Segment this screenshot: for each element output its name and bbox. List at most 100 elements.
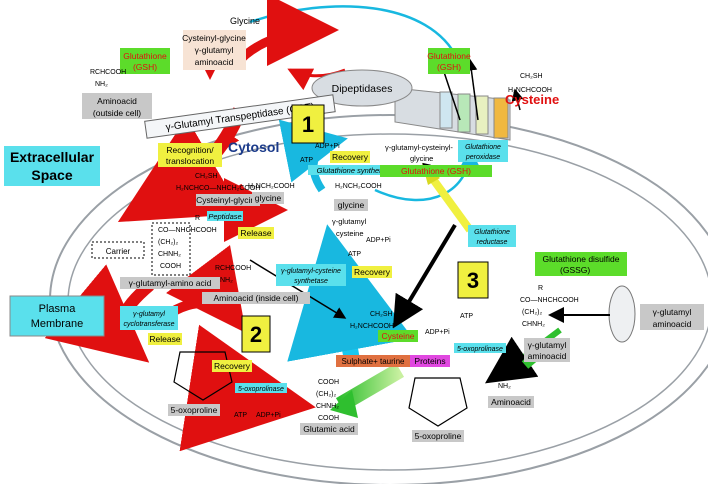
h2nchconh-1: H₂NCHCO—NHCH₂COOH bbox=[176, 185, 260, 192]
r-2: R bbox=[538, 285, 543, 292]
ggcs-2: synthetase bbox=[294, 278, 328, 285]
glycine-top-label: Glycine bbox=[230, 16, 260, 26]
glycine-box: glycine bbox=[338, 200, 365, 210]
rchcooh-tl: RCHCOOH bbox=[90, 69, 126, 76]
recovery-1: Recovery bbox=[332, 152, 369, 162]
carrier-box bbox=[91, 241, 145, 259]
recog-1: Recognition/ bbox=[166, 145, 214, 155]
atp-3: ATP bbox=[348, 251, 361, 258]
gsh-left-1: Glutathione bbox=[123, 51, 167, 61]
h2nchcooh-tr: H₂NCHCOOH bbox=[508, 87, 552, 94]
gsh-right-1: Glutathione bbox=[427, 51, 471, 61]
gsh-reductase-2: reductase bbox=[477, 239, 508, 246]
rchcooh-mid: RCHCOOH bbox=[215, 265, 251, 272]
gsh-center: Glutathione (GSH) bbox=[401, 166, 471, 176]
ch2-2-glu: (CH₂)₂ bbox=[316, 391, 336, 398]
cooh-glu-2: COOH bbox=[318, 415, 339, 422]
atp-4: ATP bbox=[460, 313, 473, 320]
cysteine-red-label: Cysteine bbox=[505, 92, 559, 107]
cysgly-1: Cysteinyl-glycine bbox=[182, 33, 246, 43]
r-1: R bbox=[195, 215, 200, 222]
extracellular-1: Extracellular bbox=[10, 149, 95, 165]
ggt-box bbox=[144, 94, 336, 139]
nh2-tl: NH₂ bbox=[95, 81, 108, 88]
gglu-cyclo-1: γ-glutamyl bbox=[133, 311, 165, 318]
co-nhchcooh-2: CO—NHCHCOOH bbox=[520, 297, 579, 304]
gssg-1: Glutathione disulfide bbox=[542, 254, 619, 264]
gsh-reductase-1: Glutathione bbox=[474, 229, 510, 236]
gglu-aa-out-1: γ-glutamyl bbox=[653, 307, 692, 317]
nh2-r: NH₂ bbox=[498, 383, 511, 390]
ch2-2-2: (CH₂)₂ bbox=[522, 309, 542, 316]
oxoproline-ring-left bbox=[173, 351, 233, 401]
cytosol-label: Cytosol bbox=[228, 139, 279, 155]
adp-pi-2: ADP+Pi bbox=[256, 412, 281, 419]
carrier-label: Carrier bbox=[106, 247, 131, 256]
h2nch2cooh-2: H₂NCH₂COOH bbox=[335, 183, 382, 190]
recog-2: translocation bbox=[166, 156, 214, 166]
oxoprolinase-2: 5-oxoprolinase bbox=[457, 346, 503, 353]
cysgly-2: γ-glutamyl bbox=[195, 45, 234, 55]
step-1-badge: 1 bbox=[302, 112, 314, 137]
step-3-badge: 3 bbox=[467, 268, 479, 293]
cysgly-in: Cysteinyl-glycine bbox=[196, 195, 260, 205]
recovery-3: Recovery bbox=[354, 267, 391, 277]
oxoproline-1: 5-oxoproline bbox=[171, 405, 218, 415]
cooh-1: COOH bbox=[160, 263, 181, 270]
co-nhchcooh-1: CO—NHCHCOOH bbox=[158, 227, 217, 234]
dipeptidases-label: Dipeptidases bbox=[332, 83, 393, 95]
adp-pi-3: ADP+Pi bbox=[366, 237, 391, 244]
gsh-right-2: (GSH) bbox=[437, 62, 461, 72]
chnh2-2: CHNH₂ bbox=[522, 321, 545, 328]
recovery-2: Recovery bbox=[214, 361, 251, 371]
cysteine-lbl: cysteine bbox=[336, 229, 364, 238]
gsh-peroxidase-2: peroxidase bbox=[465, 154, 500, 161]
rchcooh-r: RCHCOOH bbox=[493, 371, 529, 378]
ggaa-in: γ-glutamyl-amino acid bbox=[129, 278, 212, 288]
gglu-aa-2: aminoacid bbox=[528, 351, 567, 361]
gsh-peroxidase-1: Glutathione bbox=[465, 144, 501, 151]
proteins: Proteins bbox=[414, 356, 445, 366]
ggcs-1: γ-glutamyl-cysteine bbox=[281, 268, 341, 275]
gglu-cys-gly-1: γ-glutamyl-cysteinyl- bbox=[385, 143, 453, 152]
gglu-aa-out-2: aminoacid bbox=[653, 319, 692, 329]
oxoproline-ring-right bbox=[408, 377, 468, 427]
sulphate: Sulphate+ taurine bbox=[342, 357, 405, 366]
h2nch2cooh-1: H₂NCH₂COOH bbox=[248, 183, 295, 190]
atp-1: ATP bbox=[300, 157, 313, 164]
gsh-synthetase: Glutathione synthetase bbox=[317, 166, 394, 175]
release-2: Release bbox=[149, 334, 180, 344]
ch2-2-1: (CH₂)₂ bbox=[158, 239, 178, 246]
release-1: Release bbox=[240, 228, 271, 238]
glycine-mid: glycine bbox=[255, 193, 282, 203]
membrane-channel bbox=[608, 285, 636, 343]
oxoproline-2: 5-oxoproline bbox=[415, 431, 462, 441]
gglu-cyclo-2: cyclotransferase bbox=[124, 321, 175, 328]
adp-pi-4: ADP+Pi bbox=[425, 329, 450, 336]
peptidase: Peptidase bbox=[208, 212, 241, 221]
gsh-left-2: (GSH) bbox=[133, 62, 157, 72]
dipeptidases-ellipse bbox=[311, 69, 413, 107]
chnh2-1: CHNH₂ bbox=[158, 251, 181, 258]
chnh2-glu: CHNH₂ bbox=[316, 403, 339, 410]
gssg-2: (GSSG) bbox=[560, 265, 590, 275]
glutamic: Glutamic acid bbox=[303, 424, 355, 434]
cysgly-3: aminoacid bbox=[195, 57, 234, 67]
adp-pi-1: ADP+Pi bbox=[315, 143, 340, 150]
ch2sh-tr: CH₂SH bbox=[520, 73, 543, 80]
aminoacid-r: Aminoacid bbox=[491, 397, 531, 407]
oxoprolinase-1: 5-oxoprolinase bbox=[238, 386, 284, 393]
cooh-glu-1: COOH bbox=[318, 379, 339, 386]
gglu-aa-1: γ-glutamyl bbox=[528, 340, 567, 350]
ch2sh-c: CH₂SH bbox=[370, 311, 393, 318]
nh2-mid: NH₂ bbox=[220, 277, 233, 284]
cysteine-green: Cysteine bbox=[381, 331, 414, 341]
aminoacid-in: Aminoacid (inside cell) bbox=[213, 293, 298, 303]
ch2sh-1: CH₂SH bbox=[195, 173, 218, 180]
aminoacid-out-2: (outside cell) bbox=[93, 108, 141, 118]
gglu-cys: γ-glutamyl bbox=[332, 217, 367, 226]
plasma-2: Membrane bbox=[31, 318, 84, 330]
atp-2: ATP bbox=[234, 412, 247, 419]
